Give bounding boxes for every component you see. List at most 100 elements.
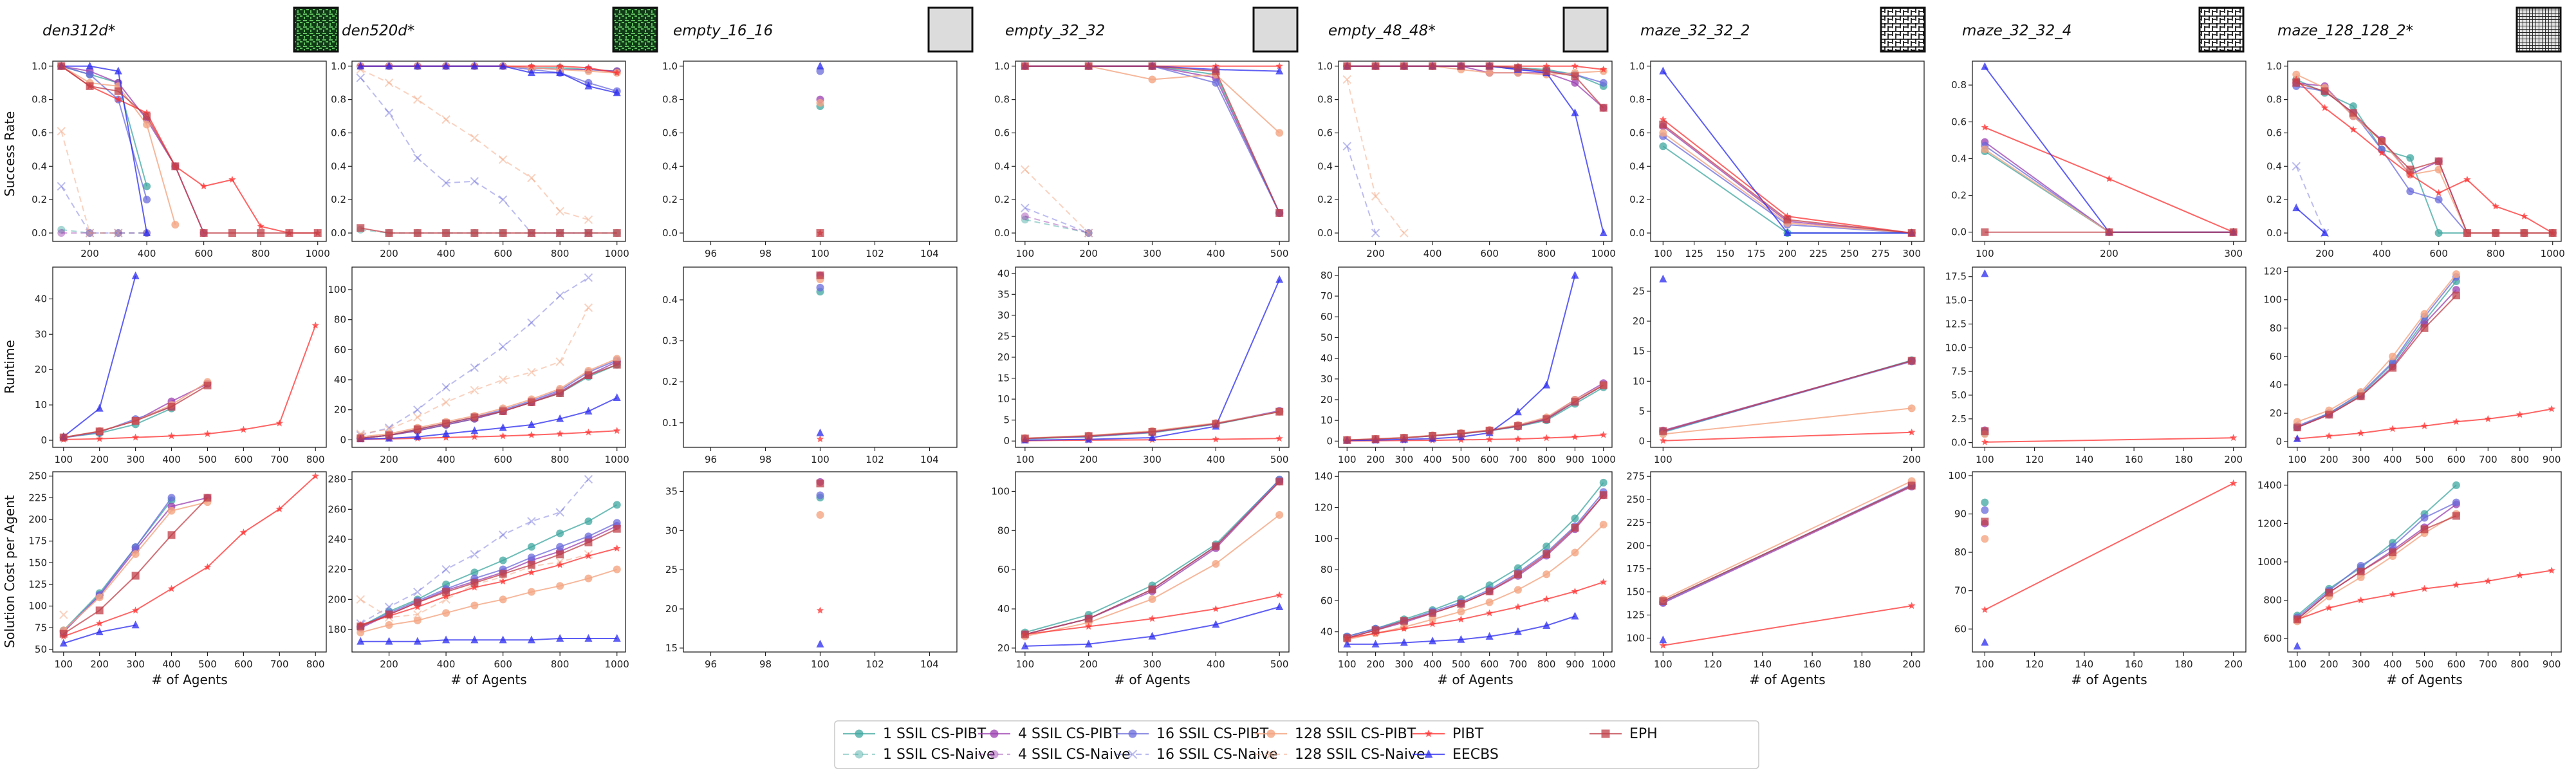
data-point — [2293, 615, 2301, 624]
panel-0: 100 200 300 400 500 0.0 0.2 0.4 0.6 0.8 1.0 — [994, 61, 1290, 259]
y-tick-label: 30 — [1320, 373, 1333, 385]
data-point — [2484, 577, 2492, 584]
map-title: empty_32_32 — [1005, 23, 1105, 39]
data-point — [1457, 429, 1465, 438]
map-thumbnail — [1562, 6, 1609, 53]
plot-frame — [1972, 266, 2247, 448]
data-point — [1457, 608, 1465, 616]
data-point — [441, 382, 450, 392]
series-layer — [59, 271, 319, 443]
data-point — [1212, 542, 1220, 550]
panel-2: 100 200 300 400 500 600 700 800 900 1000 40 60 80 100… — [1314, 470, 1615, 687]
data-point — [1400, 228, 1409, 237]
y-tick-label: 250 — [28, 470, 47, 482]
data-point — [584, 532, 593, 541]
data-point — [285, 229, 293, 237]
y-tick-label: 35 — [665, 485, 678, 497]
data-point — [95, 606, 104, 615]
y-tick-label: 0.4 — [331, 160, 346, 172]
x-tick-label: 400 — [2373, 248, 2391, 259]
x-tick-label: 200 — [1079, 248, 1098, 259]
data-point — [556, 389, 564, 397]
data-point — [1908, 602, 1916, 610]
data-point — [2389, 548, 2397, 557]
y-tick-label: 35 — [997, 288, 1010, 300]
y-tick-label: 0.8 — [2266, 94, 2282, 106]
plot-frame — [1015, 61, 1290, 242]
series-line — [1347, 491, 1604, 637]
y-tick-label: 20 — [997, 642, 1010, 654]
legend-label: 4 SSIL CS-PIBT — [1018, 726, 1122, 742]
series-eecbs — [357, 61, 621, 97]
y-tick-label: 70 — [1320, 290, 1333, 302]
data-point — [1571, 523, 1579, 532]
series-layer — [356, 474, 621, 645]
x-tick-label: 104 — [920, 454, 939, 465]
data-point — [2452, 481, 2460, 489]
data-point — [1485, 62, 1494, 70]
y-tick-label: 0.6 — [1317, 127, 1333, 138]
data-point — [1981, 638, 1989, 646]
data-point — [816, 98, 824, 107]
data-point — [470, 635, 479, 644]
x-tick-label: 600 — [2429, 248, 2448, 259]
series-layer — [59, 472, 319, 647]
legend-entry: 16 SSIL CS-PIBT — [1117, 726, 1269, 742]
series-eph — [1981, 427, 1989, 435]
y-tick-label: 0.8 — [1317, 94, 1333, 106]
series-pibt — [2292, 75, 2557, 236]
x-tick-label: 800 — [252, 248, 270, 259]
x-tick-label: 300 — [1395, 658, 1414, 670]
y-tick-label: 0.2 — [994, 194, 1010, 205]
x-tick-label: 1000 — [1591, 658, 1616, 670]
series-16-ssil-cs-naive — [1342, 142, 1380, 237]
series-line — [1024, 169, 1089, 234]
data-point — [1981, 535, 1989, 543]
data-point — [441, 115, 450, 124]
y-tick-label: 30 — [997, 310, 1010, 321]
x-tick-label: 500 — [2415, 454, 2434, 465]
series-line — [2297, 276, 2457, 427]
data-point — [527, 561, 535, 569]
panel-1: 100 200 0 5 10 15 20 25 — [1633, 266, 1925, 465]
data-point — [1659, 635, 1667, 644]
data-point — [131, 271, 140, 279]
x-tick-label: 100 — [1338, 658, 1357, 670]
data-point — [275, 419, 283, 427]
data-point — [442, 592, 450, 600]
panel-2: 100 200 300 400 500 600 700 800 50 75 100 125 150 175… — [28, 470, 327, 687]
data-point — [1543, 380, 1551, 389]
data-point — [1084, 432, 1093, 440]
y-tick-label: 0.8 — [662, 94, 678, 106]
x-tick-label: 900 — [1566, 658, 1584, 670]
x-tick-label: 600 — [494, 658, 512, 670]
data-point — [413, 610, 422, 619]
data-point — [1981, 606, 1988, 613]
data-point — [1485, 435, 1494, 443]
data-point — [584, 371, 593, 379]
data-point — [1514, 586, 1522, 594]
series-line — [360, 307, 589, 434]
series-eph — [1981, 228, 2238, 236]
series-layer — [1021, 476, 1284, 649]
row-label-solution-cost: Solution Cost per Agent — [2, 495, 17, 648]
data-point — [1021, 216, 1029, 224]
y-tick-label: 0.4 — [1951, 153, 1967, 164]
series-16-ssil-cs-naive — [356, 474, 593, 628]
series-layer — [1021, 275, 1284, 444]
data-point — [470, 413, 479, 422]
data-point — [167, 432, 176, 440]
x-tick-label: 100 — [1976, 454, 1994, 465]
data-point — [2378, 149, 2386, 156]
data-point — [356, 73, 365, 82]
data-point — [2389, 425, 2396, 433]
panel-2: 96 98 100 102 104 15 20 25 30 35 — [665, 471, 958, 670]
series-layer — [1981, 269, 2238, 445]
legend: 1 SSIL CS-PIBT 1 SSIL CS-Naive 4 SSIL CS-P… — [834, 720, 1759, 769]
x-tick-label: 900 — [1566, 454, 1584, 465]
data-point — [2389, 364, 2397, 372]
y-tick-label: 0.8 — [1951, 79, 1967, 91]
x-tick-label: 160 — [1803, 658, 1822, 670]
series-eecbs — [1981, 638, 1989, 646]
data-point — [114, 228, 123, 237]
